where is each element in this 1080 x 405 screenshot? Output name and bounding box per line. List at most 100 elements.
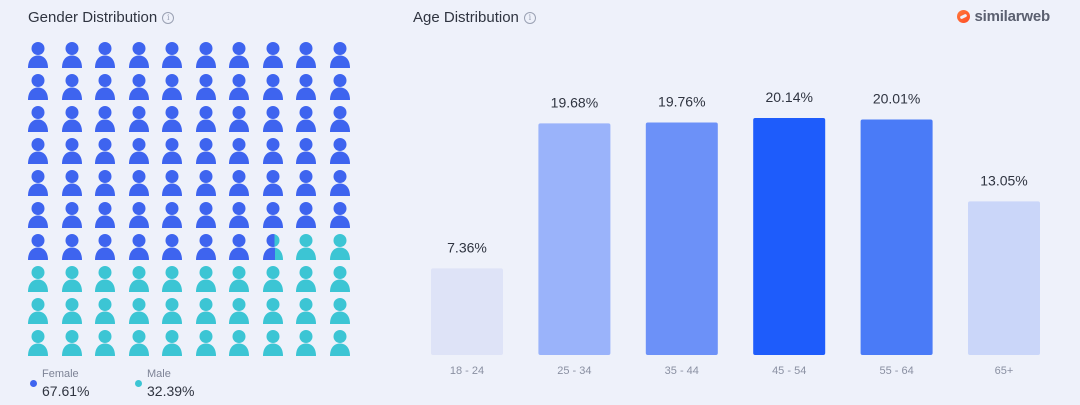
- person-icon: [61, 41, 83, 69]
- person-icon: [27, 265, 49, 293]
- person-icon: [128, 233, 150, 261]
- age-title-text: Age Distribution: [413, 9, 519, 26]
- bar-value-label: 13.05%: [980, 172, 1027, 188]
- person-icon: [61, 73, 83, 101]
- person-icon: [262, 233, 284, 261]
- person-icon: [161, 137, 183, 165]
- person-icon: [27, 169, 49, 197]
- person-icon: [295, 169, 317, 197]
- gender-distribution-title: Gender Distribution i: [28, 9, 175, 26]
- person-icon: [128, 73, 150, 101]
- person-icon: [94, 105, 116, 133]
- male-value: 32.39%: [147, 383, 195, 399]
- person-icon: [329, 137, 351, 165]
- person-icon: [228, 329, 250, 357]
- person-icon: [27, 201, 49, 229]
- gender-title-text: Gender Distribution: [28, 9, 158, 26]
- person-icon: [228, 233, 250, 261]
- person-icon: [195, 137, 217, 165]
- female-value: 67.61%: [42, 383, 90, 399]
- person-icon: [262, 329, 284, 357]
- person-icon: [27, 297, 49, 325]
- person-icon: [61, 201, 83, 229]
- person-icon: [27, 105, 49, 133]
- person-icon: [195, 41, 217, 69]
- person-icon: [161, 73, 183, 101]
- bar-value-label: 19.68%: [551, 94, 598, 110]
- category-tick-label: 55 - 64: [879, 365, 913, 377]
- person-icon: [329, 265, 351, 293]
- similarweb-logo[interactable]: similarweb: [957, 8, 1050, 25]
- age-bar[interactable]: [968, 201, 1040, 355]
- person-icon: [295, 137, 317, 165]
- person-icon: [262, 169, 284, 197]
- person-icon: [295, 105, 317, 133]
- person-icon: [195, 201, 217, 229]
- person-icon: [295, 329, 317, 357]
- person-icon: [94, 41, 116, 69]
- age-bar[interactable]: [753, 118, 826, 355]
- person-icon: [329, 169, 351, 197]
- person-icon: [329, 329, 351, 357]
- person-icon: [195, 265, 217, 293]
- person-icon: [94, 169, 116, 197]
- person-icon: [262, 137, 284, 165]
- person-icon: [195, 169, 217, 197]
- age-bar[interactable]: [860, 119, 933, 356]
- person-icon: [161, 329, 183, 357]
- person-icon: [329, 297, 351, 325]
- person-icon: [329, 201, 351, 229]
- person-icon: [195, 105, 217, 133]
- person-icon: [27, 137, 49, 165]
- bar-value-label: 19.76%: [658, 93, 705, 109]
- person-icon: [195, 297, 217, 325]
- person-icon: [94, 201, 116, 229]
- category-tick-label: 25 - 34: [557, 365, 591, 377]
- person-icon: [128, 105, 150, 133]
- person-icon: [61, 265, 83, 293]
- female-label: Female: [42, 368, 79, 380]
- person-icon: [262, 265, 284, 293]
- person-icon: [27, 329, 49, 357]
- age-distribution-title: Age Distribution i: [413, 9, 536, 26]
- person-icon: [161, 233, 183, 261]
- info-icon[interactable]: i: [162, 11, 175, 24]
- category-tick-label: 45 - 54: [772, 365, 806, 377]
- brand-name: similarweb: [974, 8, 1050, 25]
- person-icon: [61, 169, 83, 197]
- age-bar[interactable]: [538, 123, 611, 355]
- person-icon: [262, 201, 284, 229]
- person-icon: [195, 329, 217, 357]
- person-icon: [262, 41, 284, 69]
- person-icon: [195, 233, 217, 261]
- person-icon: [94, 137, 116, 165]
- person-icon: [161, 41, 183, 69]
- person-icon: [128, 169, 150, 197]
- person-icon: [94, 329, 116, 357]
- person-icon: [94, 265, 116, 293]
- person-icon: [228, 41, 250, 69]
- person-icon: [228, 137, 250, 165]
- person-icon: [161, 297, 183, 325]
- person-icon: [195, 73, 217, 101]
- person-icon: [262, 73, 284, 101]
- age-bar[interactable]: [645, 122, 718, 355]
- person-icon: [128, 41, 150, 69]
- person-icon: [27, 41, 49, 69]
- person-icon: [262, 297, 284, 325]
- person-icon: [295, 233, 317, 261]
- person-icon: [161, 105, 183, 133]
- person-icon: [228, 169, 250, 197]
- person-icon: [329, 41, 351, 69]
- person-icon: [128, 201, 150, 229]
- age-bar[interactable]: [431, 268, 503, 355]
- category-tick-label: 35 - 44: [665, 365, 699, 377]
- person-icon: [161, 265, 183, 293]
- bar-value-label: 7.36%: [447, 239, 487, 255]
- male-legend-dot: [135, 380, 142, 387]
- person-icon: [61, 137, 83, 165]
- person-icon: [128, 329, 150, 357]
- info-icon[interactable]: i: [523, 11, 536, 24]
- person-icon: [94, 297, 116, 325]
- female-legend-dot: [30, 380, 37, 387]
